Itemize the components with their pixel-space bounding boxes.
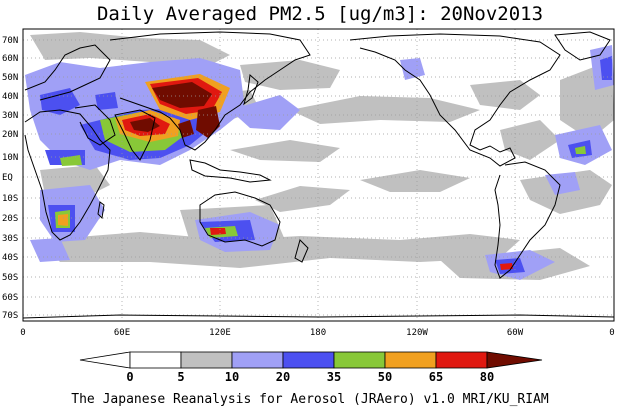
colorbar: 0 5 10 20 35 50 65 80: [79, 351, 543, 384]
lon-label: 180: [310, 328, 326, 338]
lon-label: 60W: [507, 328, 524, 338]
map-frame: [22, 28, 615, 322]
lat-label: 40S: [2, 253, 18, 263]
map-panel: [23, 29, 614, 321]
coastline-asia: [109, 31, 311, 151]
graticule: [23, 29, 614, 321]
pm25-field-darkred: [130, 82, 220, 138]
coastline-africa: [24, 109, 111, 241]
lat-label: EQ: [2, 173, 13, 183]
footer-credit: The Japanese Reanalysis for Aerosol (JRA…: [71, 392, 549, 407]
colorbar-box: [180, 351, 233, 369]
colorbar-box: [282, 351, 335, 369]
lon-label: 0: [609, 328, 614, 338]
coastline-new-zealand: [294, 239, 309, 263]
colorbar-label: 0: [126, 370, 133, 384]
colorbar-boxes: [79, 351, 543, 369]
lat-label: 10S: [2, 194, 18, 204]
lat-label: 60S: [2, 293, 18, 303]
colorbar-label: 80: [480, 370, 494, 384]
lat-label: 70S: [2, 311, 18, 321]
lon-label: 60E: [114, 328, 130, 338]
colorbar-box: [333, 351, 386, 369]
colorbar-box: [129, 351, 182, 369]
lat-label: 40N: [2, 92, 18, 102]
coastline-australia: [199, 191, 281, 247]
coastline-greenland: [554, 31, 611, 61]
lat-label: 20S: [2, 214, 18, 224]
map-title: Daily Averaged PM2.5 [ug/m3]: 20Nov2013: [97, 3, 543, 25]
coastlines: [23, 31, 614, 319]
lat-label: 30N: [2, 111, 18, 121]
longitude-axis: 0 60E 120E 180 120W 60W 0: [20, 328, 614, 338]
lon-label: 120E: [209, 328, 231, 338]
lat-label: 30S: [2, 234, 18, 244]
lon-label: 120W: [406, 328, 428, 338]
colorbar-label: 20: [276, 370, 290, 384]
coastline-arabia: [74, 104, 116, 146]
colorbar-labels: 0 5 10 20 35 50 65 80: [126, 370, 494, 384]
lat-label: 20N: [2, 130, 18, 140]
lon-label: 0: [20, 328, 25, 338]
lat-label: 10N: [2, 153, 18, 163]
colorbar-label: 35: [327, 370, 341, 384]
lat-label: 60N: [2, 54, 18, 64]
lat-label: 70N: [2, 36, 18, 46]
coastline-europe: [24, 44, 111, 101]
coastline-south-america: [494, 161, 561, 279]
lat-label: 50S: [2, 273, 18, 283]
colorbar-arrow-low: [79, 351, 131, 369]
colorbar-box: [231, 351, 284, 369]
lat-label: 50N: [2, 73, 18, 83]
latitude-axis: 70N 60N 50N 40N 30N 20N 10N EQ 10S 20S 3…: [2, 36, 18, 321]
colorbar-label: 50: [378, 370, 392, 384]
colorbar-label: 65: [429, 370, 443, 384]
colorbar-label: 10: [225, 370, 239, 384]
colorbar-box: [435, 351, 488, 369]
colorbar-box: [384, 351, 437, 369]
coastline-antarctica: [23, 314, 614, 319]
colorbar-label: 5: [177, 370, 184, 384]
coastline-japan: [243, 74, 259, 106]
coastline-madagascar: [97, 201, 105, 220]
coastline-indonesia: [189, 159, 272, 183]
colorbar-arrow-high: [486, 351, 543, 369]
coastline-india: [114, 109, 156, 161]
coastline-north-america: [349, 33, 561, 167]
